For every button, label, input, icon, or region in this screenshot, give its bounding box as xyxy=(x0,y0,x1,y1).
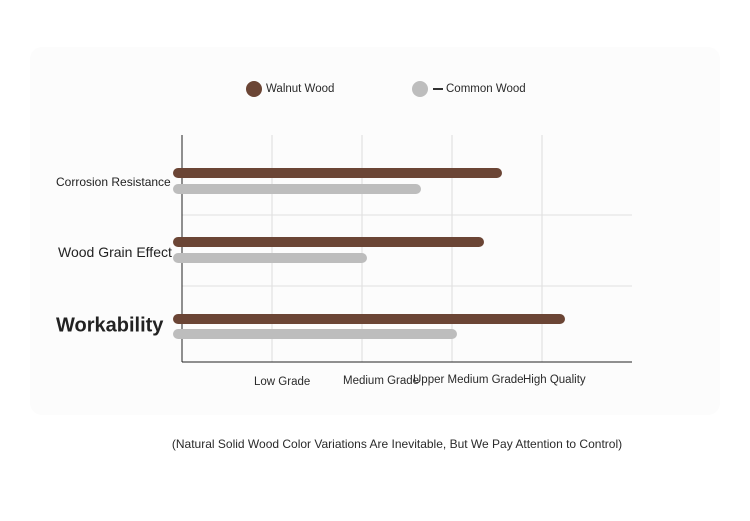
category-label-workability: Workability xyxy=(56,314,164,337)
x-tick-label-low-grade: Low Grade xyxy=(254,376,311,388)
x-tick-label-upper-medium-grade: Upper Medium Grade xyxy=(413,374,524,386)
legend-common-wood: Common Wood xyxy=(412,81,526,97)
footnote: (Natural Solid Wood Color Variations Are… xyxy=(171,437,623,451)
legend-common-swatch xyxy=(412,81,428,97)
chart-panel xyxy=(30,47,720,415)
legend-walnut-wood: Walnut Wood xyxy=(246,81,334,97)
legend-dash-icon xyxy=(433,88,443,90)
x-tick-label-high-quality: High Quality xyxy=(523,374,586,386)
legend-walnut-swatch xyxy=(246,81,262,97)
legend-common-label: Common Wood xyxy=(446,83,526,95)
legend-walnut-label: Walnut Wood xyxy=(266,83,335,95)
x-tick-label-medium-grade: Medium Grade xyxy=(343,375,420,387)
category-label-corrosion-resistance: Corrosion Resistance xyxy=(56,175,171,189)
category-label-wood-grain-effect: Wood Grain Effect xyxy=(58,244,172,260)
